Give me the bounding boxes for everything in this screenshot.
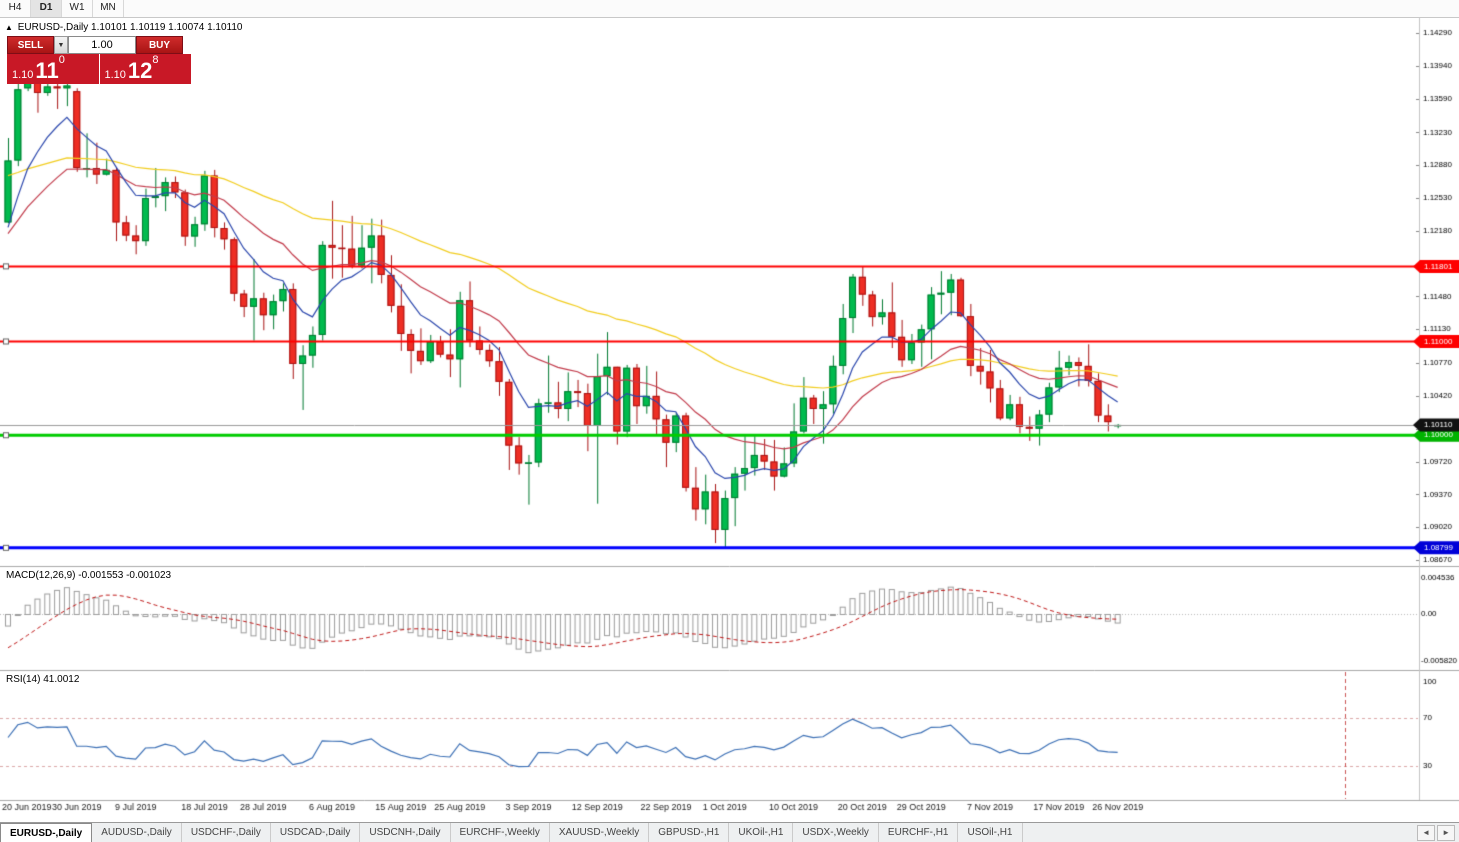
rsi-indicator-label: RSI(14) 41.0012 <box>6 674 80 685</box>
timeframe-toolbar: H4 D1 W1 MN <box>0 0 1459 18</box>
volume-input[interactable] <box>68 36 136 54</box>
chart-canvas[interactable] <box>0 18 1459 822</box>
chart-tab-eurchf-h1[interactable]: EURCHF-,H1 <box>879 823 959 842</box>
chart-tabs: EURUSD-,Daily AUDUSD-,Daily USDCHF-,Daily U… <box>0 823 1023 842</box>
sell-price-pips: 11 <box>35 58 59 83</box>
sell-price-prefix: 1.10 <box>12 69 34 81</box>
buy-price-point: 8 <box>152 54 159 66</box>
macd-indicator-label: MACD(12,26,9) -0.001553 -0.001023 <box>6 570 172 581</box>
chart-tab-audusd-daily[interactable]: AUDUSD-,Daily <box>92 823 182 842</box>
chevron-down-icon: ▼ <box>57 41 65 49</box>
timeframe-d1[interactable]: D1 <box>31 0 62 17</box>
buy-price-prefix: 1.10 <box>104 69 126 81</box>
chart-tab-eurusd-daily[interactable]: EURUSD-,Daily <box>0 823 93 842</box>
chart-tab-ukoil-h1[interactable]: UKOil-,H1 <box>729 823 794 842</box>
one-click-trading-widget: SELL ▼ BUY 1.10 11 0 1.10 12 8 <box>7 36 191 84</box>
timeframe-w1[interactable]: W1 <box>62 0 93 17</box>
tab-scroll-right-icon[interactable]: ► <box>1437 825 1455 841</box>
collapse-arrow-icon[interactable]: ▲ <box>5 23 13 32</box>
chart-ohlc-values: 1.10101 1.10119 1.10074 1.10110 <box>91 22 243 33</box>
chart-title: ▲ EURUSD-,Daily 1.10101 1.10119 1.10074 … <box>5 22 243 33</box>
chart-symbol-label: EURUSD-,Daily <box>17 22 89 33</box>
buy-price-panel[interactable]: 1.10 12 8 <box>99 54 191 84</box>
chart-tab-usoil-h1[interactable]: USOil-,H1 <box>958 823 1023 842</box>
chart-tab-usdx-weekly[interactable]: USDX-,Weekly <box>793 823 879 842</box>
tab-scroll-controls: ◄ ► <box>1415 823 1459 842</box>
buy-button[interactable]: BUY <box>136 36 183 54</box>
tab-scroll-left-icon[interactable]: ◄ <box>1417 825 1436 841</box>
sell-button[interactable]: SELL <box>7 36 54 54</box>
chart-area: ▲ EURUSD-,Daily 1.10101 1.10119 1.10074 … <box>0 18 1459 822</box>
chart-tab-usdcad-daily[interactable]: USDCAD-,Daily <box>271 823 361 842</box>
buy-price-pips: 12 <box>127 58 153 83</box>
chart-tab-usdcnh-daily[interactable]: USDCNH-,Daily <box>360 823 451 842</box>
sell-price-panel[interactable]: 1.10 11 0 <box>7 54 99 84</box>
chart-tabbar: EURUSD-,Daily AUDUSD-,Daily USDCHF-,Daily U… <box>0 822 1459 842</box>
volume-dropdown-button[interactable]: ▼ <box>54 36 68 54</box>
chart-tab-xauusd-weekly[interactable]: XAUUSD-,Weekly <box>550 823 650 842</box>
timeframe-h4[interactable]: H4 <box>0 0 31 17</box>
chart-tab-gbpusd-h1[interactable]: GBPUSD-,H1 <box>649 823 730 842</box>
sell-price-point: 0 <box>58 54 65 66</box>
timeframe-mn[interactable]: MN <box>93 0 124 17</box>
chart-tab-usdchf-daily[interactable]: USDCHF-,Daily <box>182 823 271 842</box>
chart-tab-eurchf-weekly[interactable]: EURCHF-,Weekly <box>451 823 550 842</box>
